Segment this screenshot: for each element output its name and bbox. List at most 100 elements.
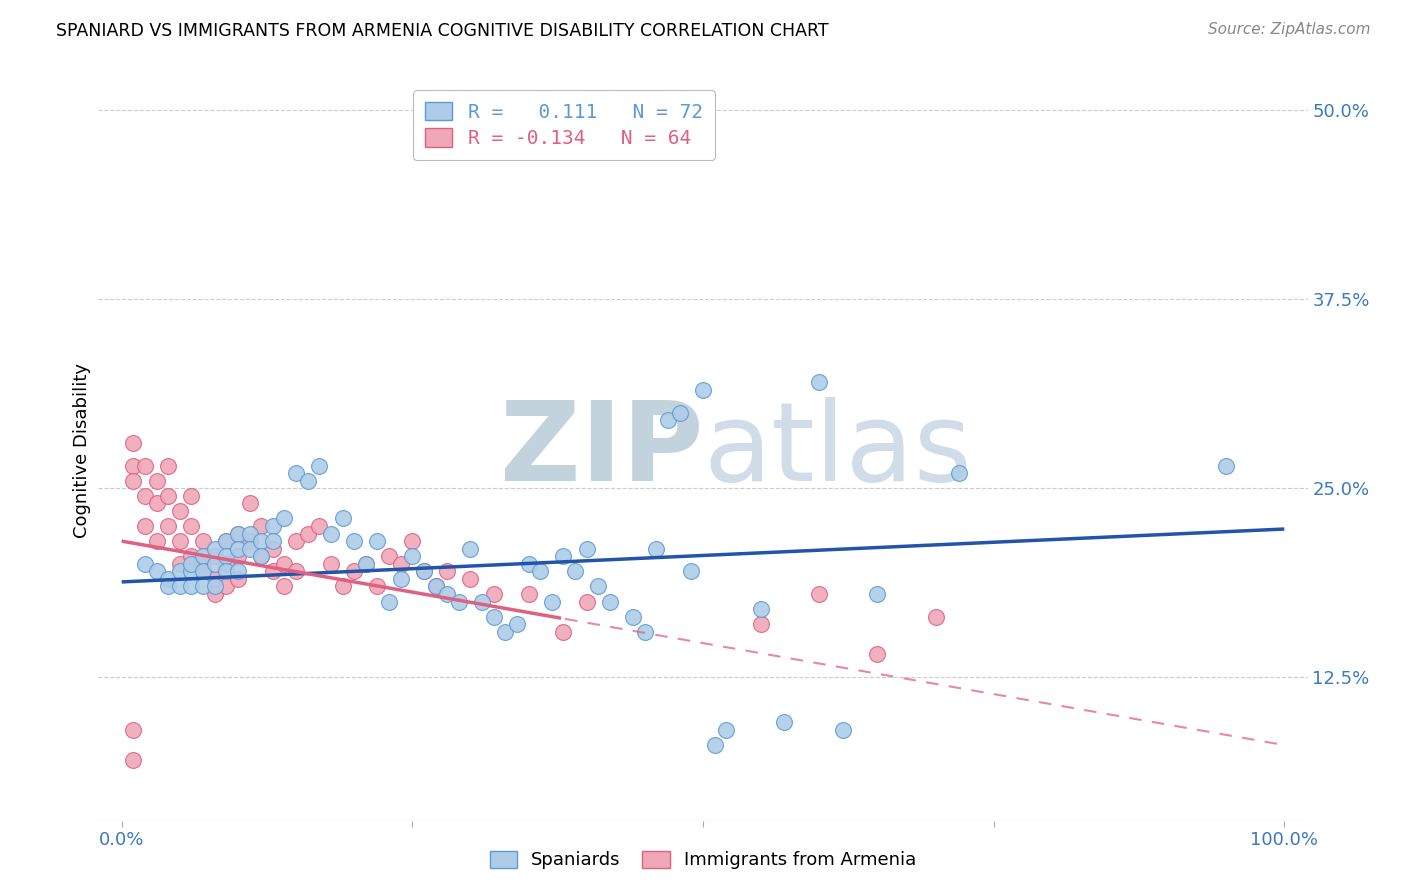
Point	[378, 594, 401, 608]
Point	[343, 534, 366, 549]
Point	[366, 579, 388, 593]
Point	[204, 587, 226, 601]
Point	[319, 526, 342, 541]
Point	[332, 579, 354, 593]
Point	[343, 565, 366, 579]
Text: atlas: atlas	[703, 397, 972, 504]
Point	[749, 602, 772, 616]
Point	[191, 579, 214, 593]
Point	[215, 534, 238, 549]
Point	[204, 541, 226, 556]
Point	[157, 572, 180, 586]
Point	[273, 511, 295, 525]
Point	[634, 624, 657, 639]
Point	[366, 534, 388, 549]
Point	[773, 715, 796, 730]
Point	[215, 557, 238, 571]
Point	[250, 534, 273, 549]
Point	[239, 526, 262, 541]
Point	[215, 579, 238, 593]
Point	[239, 541, 262, 556]
Point	[180, 489, 202, 503]
Point	[134, 557, 156, 571]
Point	[191, 565, 214, 579]
Point	[204, 572, 226, 586]
Point	[553, 549, 575, 564]
Point	[239, 496, 262, 510]
Point	[436, 565, 458, 579]
Point	[482, 587, 505, 601]
Point	[134, 458, 156, 473]
Point	[180, 519, 202, 533]
Point	[226, 541, 249, 556]
Point	[226, 549, 249, 564]
Point	[506, 617, 529, 632]
Point	[517, 587, 540, 601]
Point	[378, 549, 401, 564]
Point	[215, 565, 238, 579]
Point	[447, 594, 470, 608]
Point	[413, 565, 436, 579]
Text: Source: ZipAtlas.com: Source: ZipAtlas.com	[1208, 22, 1371, 37]
Point	[122, 458, 145, 473]
Point	[204, 579, 226, 593]
Point	[657, 413, 679, 427]
Point	[749, 617, 772, 632]
Point	[122, 436, 145, 450]
Point	[169, 534, 191, 549]
Point	[191, 534, 214, 549]
Point	[262, 565, 284, 579]
Point	[215, 549, 238, 564]
Point	[122, 723, 145, 737]
Point	[436, 587, 458, 601]
Point	[354, 557, 377, 571]
Point	[866, 587, 889, 601]
Point	[191, 549, 214, 564]
Point	[924, 609, 946, 624]
Point	[157, 519, 180, 533]
Point	[681, 565, 703, 579]
Point	[413, 565, 436, 579]
Point	[599, 594, 621, 608]
Point	[134, 519, 156, 533]
Point	[866, 648, 889, 662]
Point	[808, 587, 831, 601]
Point	[180, 579, 202, 593]
Point	[645, 541, 668, 556]
Point	[157, 489, 180, 503]
Legend: Spaniards, Immigrants from Armenia: Spaniards, Immigrants from Armenia	[481, 842, 925, 879]
Point	[692, 383, 714, 397]
Point	[389, 557, 412, 571]
Point	[540, 594, 562, 608]
Point	[169, 504, 191, 518]
Point	[285, 466, 308, 480]
Point	[180, 557, 202, 571]
Point	[145, 474, 167, 488]
Point	[226, 565, 249, 579]
Point	[460, 541, 482, 556]
Point	[273, 557, 295, 571]
Point	[226, 526, 249, 541]
Point	[250, 519, 273, 533]
Point	[285, 534, 308, 549]
Point	[621, 609, 644, 624]
Y-axis label: Cognitive Disability: Cognitive Disability	[73, 363, 91, 538]
Point	[831, 723, 853, 737]
Point	[262, 519, 284, 533]
Point	[716, 723, 738, 737]
Point	[191, 565, 214, 579]
Point	[588, 579, 610, 593]
Point	[471, 594, 494, 608]
Point	[262, 541, 284, 556]
Point	[273, 579, 295, 593]
Point	[297, 526, 319, 541]
Text: SPANIARD VS IMMIGRANTS FROM ARMENIA COGNITIVE DISABILITY CORRELATION CHART: SPANIARD VS IMMIGRANTS FROM ARMENIA COGN…	[56, 22, 830, 40]
Point	[180, 549, 202, 564]
Point	[169, 557, 191, 571]
Text: ZIP: ZIP	[499, 397, 703, 504]
Point	[191, 557, 214, 571]
Point	[332, 511, 354, 525]
Point	[262, 534, 284, 549]
Point	[145, 496, 167, 510]
Point	[482, 609, 505, 624]
